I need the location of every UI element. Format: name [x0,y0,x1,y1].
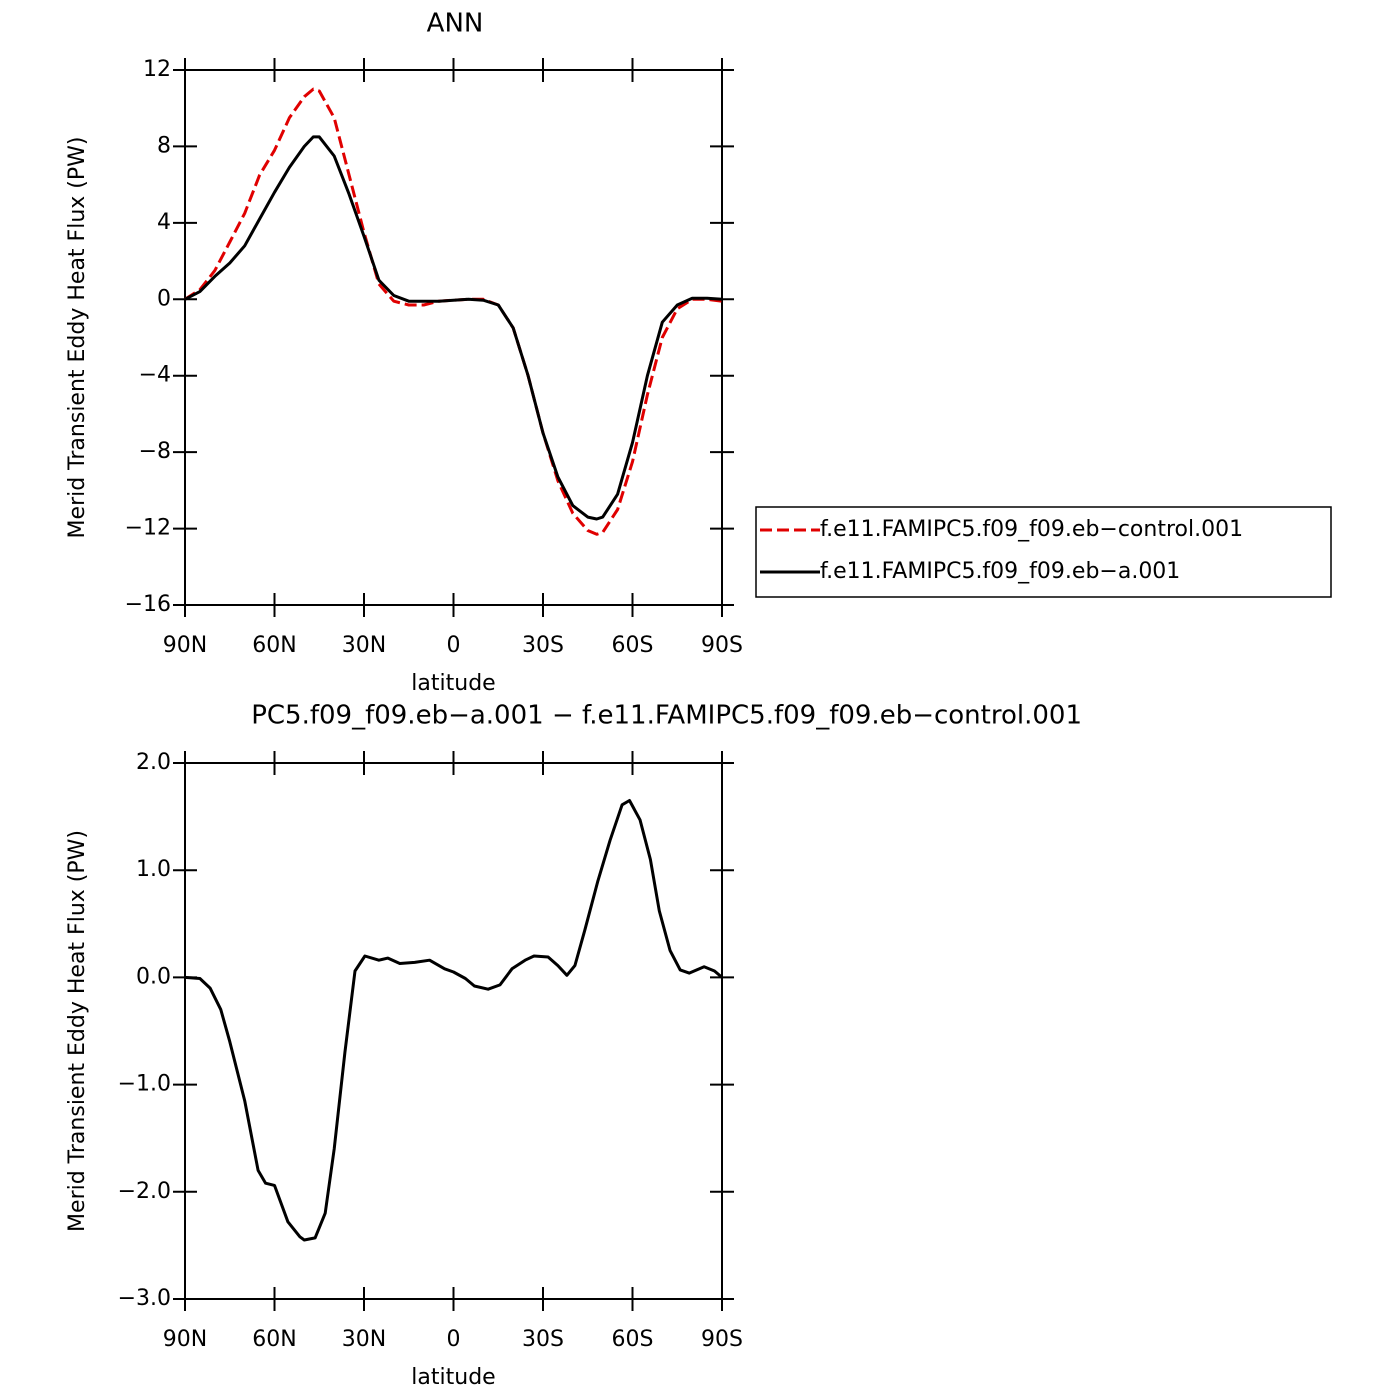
y-tick-label: −2.0 [118,1179,171,1204]
y-tick-label: 0 [157,286,171,311]
y-tick-label: 8 [157,133,171,158]
y-tick-label: −1.0 [118,1072,171,1097]
x-tick-label: 30N [342,1327,386,1352]
data-line [184,135,723,521]
data-line [184,799,723,1242]
x-tick-label: 30S [522,1327,564,1352]
x-tick-label: 90N [163,1327,207,1352]
plot-frame [184,69,723,606]
y-tick-label: −4 [139,363,171,388]
chart-title: ANN [427,9,484,39]
y-axis-label: Merid Transient Eddy Heat Flux (PW) [65,830,90,1232]
x-tick-label: 90N [163,633,207,658]
x-tick-label: 60S [612,633,654,658]
y-tick-label: −3.0 [118,1286,171,1311]
y-tick-label: 2.0 [136,750,171,775]
plot-frame [184,762,723,1300]
legend-label: f.e11.FAMIPC5.f09_f09.eb−control.001 [820,517,1243,542]
x-axis-label: latitude [411,671,495,696]
y-tick-label: 12 [143,57,171,82]
x-tick-label: 0 [447,633,461,658]
x-tick-label: 60N [252,633,296,658]
y-tick-label: 1.0 [136,857,171,882]
legend-label: f.e11.FAMIPC5.f09_f09.eb−a.001 [820,559,1180,584]
x-tick-label: 30N [342,633,386,658]
legend-box [755,506,1332,598]
x-tick-label: 30S [522,633,564,658]
x-tick-label: 60S [612,1327,654,1352]
data-line [184,87,723,536]
y-tick-label: 0.0 [136,964,171,989]
x-tick-label: 0 [447,1327,461,1352]
x-axis-label: latitude [411,1365,495,1390]
chart-title: PC5.f09_f09.eb−a.001 − f.e11.FAMIPC5.f09… [251,701,1082,731]
y-tick-label: −12 [125,516,171,541]
y-tick-label: −8 [139,439,171,464]
y-axis-label: Merid Transient Eddy Heat Flux (PW) [65,137,90,539]
y-tick-label: −16 [125,592,171,617]
x-tick-label: 90S [701,1327,743,1352]
y-tick-label: 4 [157,210,171,235]
x-tick-label: 90S [701,633,743,658]
x-tick-label: 60N [252,1327,296,1352]
